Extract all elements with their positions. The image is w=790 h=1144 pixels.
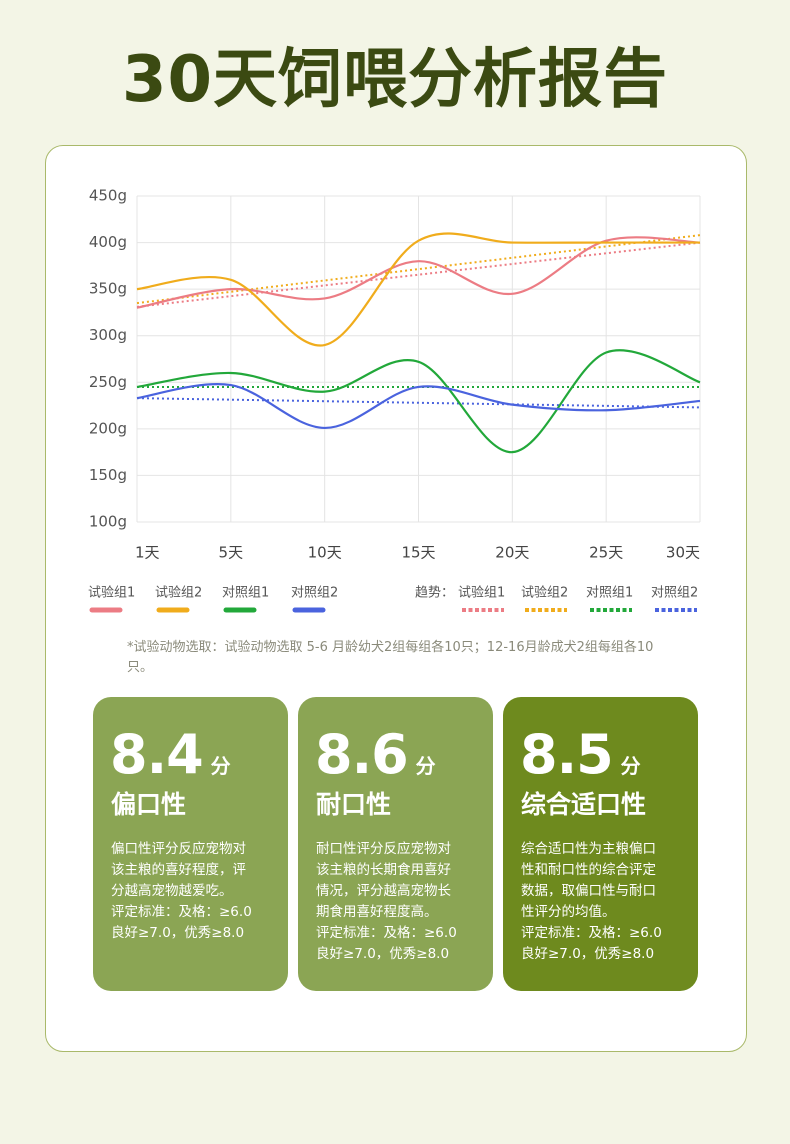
score-description: 偏口性评分反应宠物对 该主粮的喜好程度，评 分越高宠物越爱吃。评定标准：及格：≥6.… [111,839,252,944]
score-value: 8.5 分 [520,723,641,786]
description-line: 综合适口性为主粮偏口 [521,841,656,857]
description-line: 良好≥7.0，优秀≥8.0 [111,925,245,941]
score-value: 8.6 分 [315,723,436,786]
description-line: 该主粮的喜好程度，评 [111,862,246,878]
trend-line [136,397,701,409]
description-line: 期食用喜好程度高。 [316,904,438,920]
x-tick-label: 20天 [495,544,529,562]
score-card: 8.6 分耐口性耐口性评分反应宠物对 该主粮的长期食用喜好 情况，评分越高宠物长 期食用… [298,697,493,991]
x-tick-label: 5天 [219,544,244,562]
description-line: 性评分的均值。 [521,904,616,920]
legend-label: 对照组2 [651,586,698,601]
score-name: 综合适口性 [521,790,647,819]
score-name: 偏口性 [111,790,187,819]
x-tick-label: 10天 [308,544,342,562]
legend-label: 试验组2 [155,585,202,601]
legend-label: 试验组2 [521,585,568,601]
score-name: 耐口性 [316,790,392,819]
legend-label: 对照组2 [291,586,338,601]
page-title: 30天饲喂分析报告 [121,43,669,117]
score-description: 耐口性评分反应宠物对 该主粮的长期食用喜好 情况，评分越高宠物长 期食用喜好程度高。评… [316,839,457,965]
y-tick-label: 300g [89,326,127,344]
score-unit: 分 [620,754,641,778]
description-line: 偏口性评分反应宠物对 [111,841,246,857]
series-line [136,383,701,430]
description-line: 该主粮的长期食用喜好 [316,862,451,878]
series-line [136,236,701,309]
y-tick-label: 250g [89,373,127,391]
footnote: *试验动物选取：试验动物选取 5-6 月龄幼犬2组每组各10只；12-16月龄成… [127,640,654,675]
y-tick-label: 450g [89,187,127,205]
description-line: 评定标准：及格：≥6.0 [316,925,457,941]
description-line: 耐口性评分反应宠物对 [316,841,451,857]
score-value: 8.4 分 [110,723,231,786]
x-tick-label: 30天 [666,544,700,562]
legend-label: 对照组1 [586,586,633,601]
description-line: 性和耐口性的综合评定 [521,862,656,878]
score-card: 8.5 分综合适口性综合适口性为主粮偏口 性和耐口性的综合评定 数据，取偏口性与耐口性… [503,697,698,991]
x-tick-label: 15天 [401,544,435,562]
description-line: 评定标准：及格：≥6.0 [111,904,252,920]
x-tick-label: 1天 [135,544,160,562]
y-tick-label: 150g [89,466,127,484]
description-line: 良好≥7.0，优秀≥8.0 [316,946,450,962]
x-tick-label: 25天 [589,544,623,562]
series-line [136,349,701,454]
legend-label: 试验组1 [458,585,505,601]
y-tick-label: 350g [89,280,127,298]
description-line: 评定标准：及格：≥6.0 [521,925,662,941]
score-unit: 分 [415,754,436,778]
score-description: 综合适口性为主粮偏口 性和耐口性的综合评定 数据，取偏口性与耐口 性评分的均值。评定标… [521,839,662,965]
description-line: 分越高宠物越爱吃。 [111,883,233,899]
score-unit: 分 [210,754,231,778]
score-card: 8.4 分偏口性偏口性评分反应宠物对 该主粮的喜好程度，评 分越高宠物越爱吃。评定标准… [93,697,288,991]
series-line [136,232,700,347]
legend-label: 趋势： [415,585,454,601]
description-line: 情况，评分越高宠物长 [316,883,451,899]
description-line: 数据，取偏口性与耐口 [521,883,656,899]
legend-label: 对照组1 [222,586,269,601]
y-tick-label: 100g [89,513,127,531]
description-line: 良好≥7.0，优秀≥8.0 [521,946,655,962]
y-tick-label: 400g [89,233,127,251]
legend-label: 试验组1 [88,585,135,601]
y-tick-label: 200g [89,419,127,437]
